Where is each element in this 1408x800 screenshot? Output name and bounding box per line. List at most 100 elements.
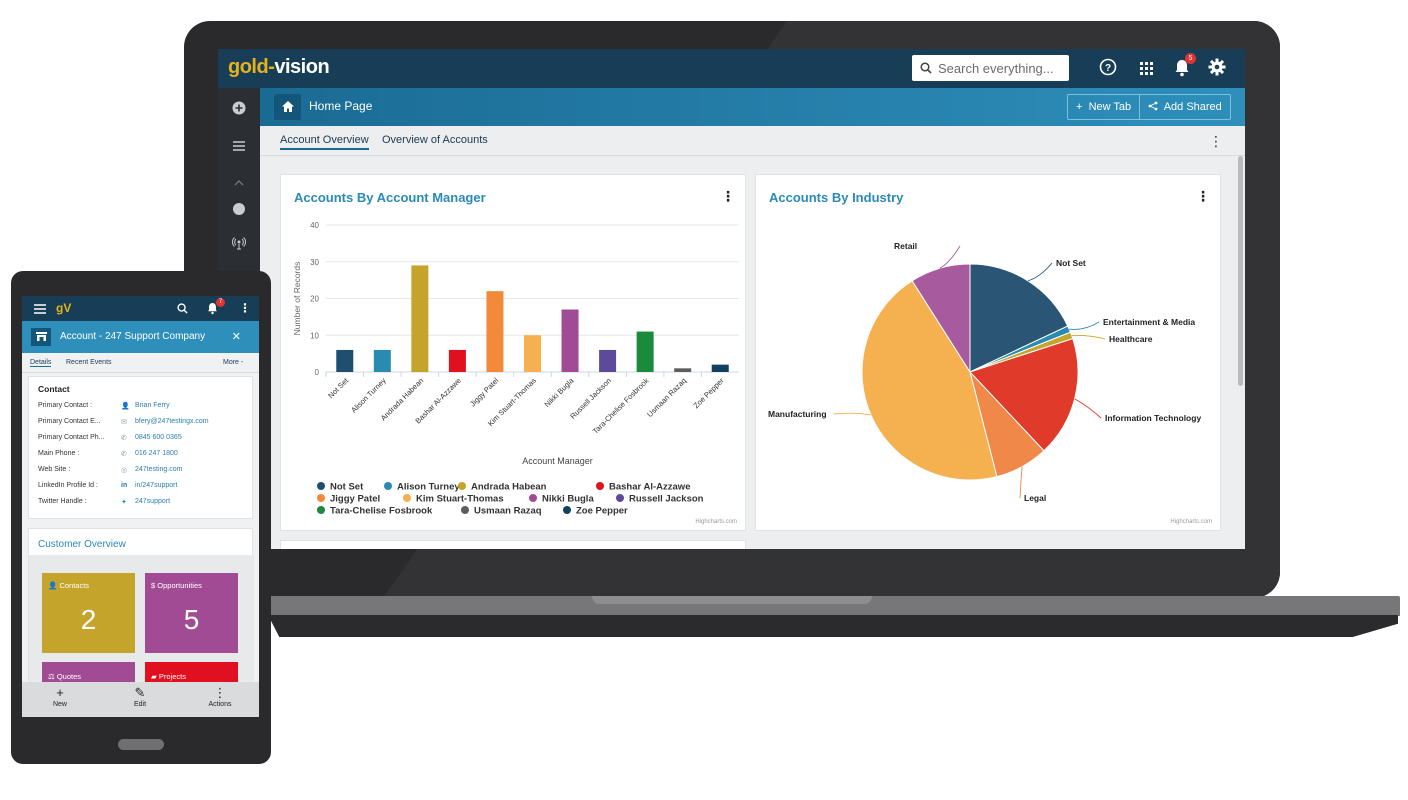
chart-credit: Highcharts.com xyxy=(695,519,737,525)
tile-opportunities[interactable]: $ Opportunities 5 xyxy=(145,573,238,653)
notifications-bell-icon[interactable]: 7 xyxy=(207,298,225,315)
widget-menu-icon[interactable]: ⋮ xyxy=(1196,188,1210,204)
dashboard-tabs: Account Overview Overview of Accounts ⋮ xyxy=(260,126,1245,156)
page-scrollbar[interactable] xyxy=(1238,156,1243,386)
tab-recent-events[interactable]: Recent Events xyxy=(66,359,112,366)
globe-icon: ◎ xyxy=(121,467,128,474)
tile-label: Quotes xyxy=(56,672,82,681)
customer-overview-heading: Customer Overview xyxy=(38,539,126,550)
help-icon[interactable]: ? xyxy=(1098,58,1118,78)
y-axis-title: Number of Records xyxy=(292,262,302,336)
bar xyxy=(336,349,354,372)
contact-row: Primary Contact : 👤 Brian Ferry xyxy=(38,402,248,414)
tab-overview-of-accounts[interactable]: Overview of Accounts xyxy=(382,134,488,146)
apps-grid-icon[interactable] xyxy=(1136,58,1156,78)
laptop-base xyxy=(264,596,1400,616)
legend-symbol xyxy=(384,482,392,490)
widget-next-placeholder xyxy=(280,540,746,549)
legend-symbol xyxy=(458,482,466,490)
tile-label: Opportunities xyxy=(157,581,202,590)
add-circle-icon[interactable] xyxy=(231,101,247,117)
tile-contacts[interactable]: 👤 Contacts 2 xyxy=(42,573,135,653)
page-header: Home Page + New Tab Add Shared xyxy=(260,88,1245,126)
tab-account-overview[interactable]: Account Overview xyxy=(280,134,369,150)
home-icon xyxy=(281,101,294,112)
field-label: Web Site : xyxy=(38,466,71,473)
new-tab-label: New Tab xyxy=(1088,101,1132,113)
tile-value: 5 xyxy=(183,604,200,635)
scales-icon: ⚖ xyxy=(48,672,55,681)
bar xyxy=(486,291,504,372)
widget-accounts-by-manager: Accounts By Account Manager ⋮ 0 10 20 30 40 N… xyxy=(280,174,746,531)
search-box[interactable]: Search everything... xyxy=(912,55,1069,81)
legend-symbol xyxy=(403,494,411,502)
menu-icon[interactable] xyxy=(231,140,247,156)
header-actions: + New Tab Add Shared xyxy=(1067,94,1231,120)
plus-icon: + xyxy=(56,685,64,700)
legend-item: Usmaan Razaq xyxy=(474,506,542,517)
pencil-icon: ✎ xyxy=(134,685,146,700)
tabs-more-icon[interactable]: ⋮ xyxy=(1209,133,1223,149)
field-label: Main Phone : xyxy=(38,450,80,457)
mobile-logo[interactable]: gV xyxy=(56,301,72,315)
field-value-link[interactable]: bfery@247testingx.com xyxy=(135,418,209,425)
account-store-icon xyxy=(31,328,51,346)
pie-chart: Not Set Entertainment & Media Healthcare In… xyxy=(768,241,1201,503)
search-input[interactable]: Search everything... xyxy=(938,60,1054,76)
new-tab-button[interactable]: + New Tab xyxy=(1068,95,1139,119)
x-tick-label: Zoe Pepper xyxy=(692,376,726,410)
menu-icon[interactable] xyxy=(34,304,46,314)
y-tick-label: 10 xyxy=(310,331,319,340)
settings-gear-icon[interactable] xyxy=(1207,58,1227,78)
field-value-link[interactable]: 247testing.com xyxy=(135,466,183,473)
widget-accounts-by-industry: Accounts By Industry ⋮ Not Set Entertainm… xyxy=(755,174,1221,531)
close-icon[interactable]: ✕ xyxy=(231,331,241,343)
field-value-link[interactable]: in/247support xyxy=(135,482,178,489)
bar xyxy=(524,335,541,372)
record-title: Account - 247 Support Company xyxy=(60,331,206,342)
notification-badge: 7 xyxy=(216,298,225,307)
top-nav: gold-vision Search everything... ? 5 xyxy=(218,49,1245,88)
legend-item: Bashar Al-Azzawe xyxy=(609,482,690,493)
briefcase-icon: ▰ xyxy=(151,672,157,681)
widget-menu-icon[interactable]: ⋮ xyxy=(721,188,735,204)
pie-data-label: Retail xyxy=(894,241,917,251)
field-value-link[interactable]: 247support xyxy=(135,498,171,505)
pie-slice xyxy=(969,263,1069,373)
field-value-link[interactable]: 0845 600 0365 xyxy=(135,434,182,441)
app-logo[interactable]: gold-vision xyxy=(228,56,330,79)
y-tick-label: 20 xyxy=(310,295,319,304)
pie-slice xyxy=(861,280,998,481)
notifications-bell-icon[interactable]: 5 xyxy=(1172,53,1196,78)
actions-button[interactable]: ⋮ Actions xyxy=(190,685,250,708)
field-label: Primary Contact : xyxy=(38,402,93,409)
tab-details[interactable]: Details xyxy=(30,359,52,367)
pie-connector xyxy=(833,412,871,416)
pie-data-label: Legal xyxy=(1024,493,1046,503)
status-dot-icon[interactable] xyxy=(231,202,247,218)
field-value-link[interactable]: Brian Ferry xyxy=(135,402,170,409)
contact-row: Primary Contact Ph... ✆ 0845 600 0365 xyxy=(38,434,248,446)
chevron-up-icon[interactable] xyxy=(231,174,247,190)
bar xyxy=(711,364,729,372)
search-icon xyxy=(920,62,932,74)
pie-slice xyxy=(969,337,1079,452)
field-value-link[interactable]: 016 247 1800 xyxy=(135,450,178,457)
plus-icon: + xyxy=(1076,101,1083,113)
new-action-button[interactable]: + New xyxy=(30,685,90,708)
search-icon[interactable] xyxy=(177,303,188,314)
customer-overview-card: Customer Overview 👤 Contacts 2 $ Opportu… xyxy=(28,528,254,692)
more-vert-icon[interactable]: ⋮ xyxy=(239,301,251,315)
home-button[interactable] xyxy=(274,94,301,120)
mobile-top-nav: gV 7 ⋮ xyxy=(22,296,259,321)
add-shared-button[interactable]: Add Shared xyxy=(1139,95,1230,119)
pie-connector xyxy=(1027,262,1053,282)
x-tick-label: Nikki Bugla xyxy=(543,375,576,408)
tab-more[interactable]: More - xyxy=(223,359,244,366)
x-tick-label: Alison Turney xyxy=(349,376,388,415)
share-icon xyxy=(1148,101,1158,111)
edit-action-button[interactable]: ✎ Edit xyxy=(110,685,170,708)
broadcast-icon[interactable] xyxy=(231,236,247,252)
contact-row: Web Site : ◎ 247testing.com xyxy=(38,466,248,478)
field-label: Primary Contact Ph... xyxy=(38,434,105,441)
